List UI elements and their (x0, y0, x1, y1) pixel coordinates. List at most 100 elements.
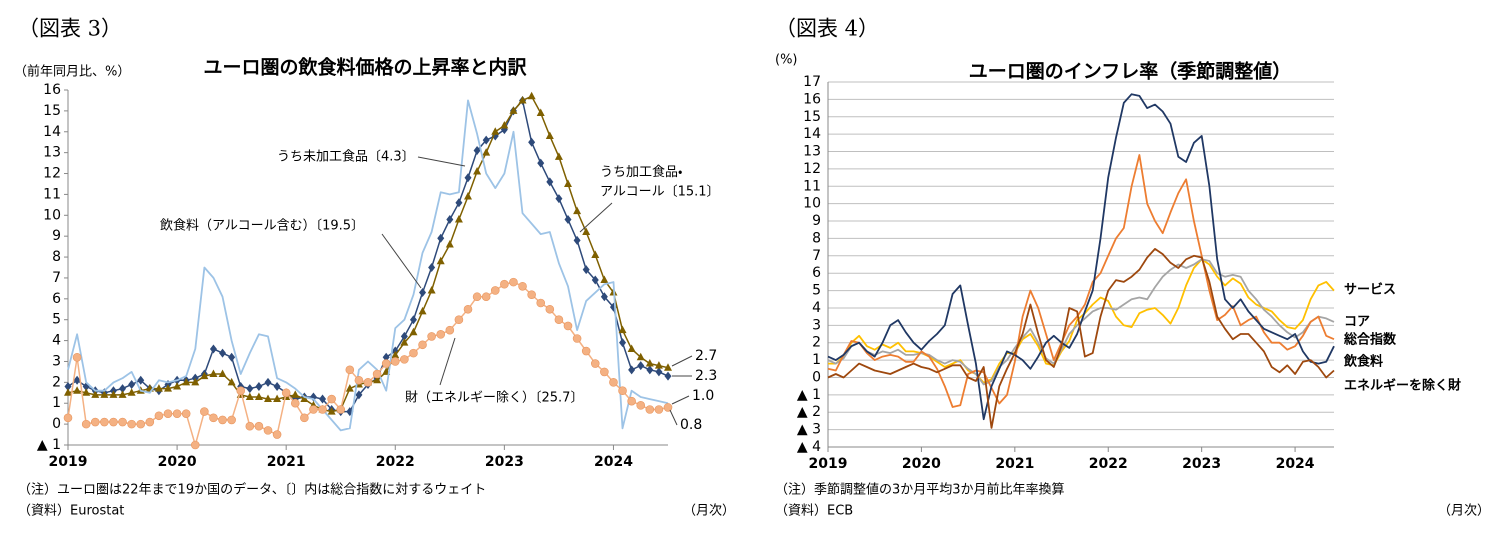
marker (154, 411, 164, 421)
series-callout: 財（エネルギー除く）〔25.7〕 (405, 391, 583, 406)
y-tick-label: 13 (803, 144, 821, 160)
marker (272, 430, 282, 439)
y-tick-label: 9 (52, 228, 61, 244)
marker (336, 405, 346, 414)
x-tick-label: 2021 (267, 454, 306, 470)
y-tick-label: 7 (52, 270, 61, 286)
end-label: 0.8 (680, 417, 702, 433)
marker (373, 375, 382, 384)
figure-label: （図表 3） (18, 17, 122, 41)
marker (119, 384, 127, 394)
marker (345, 384, 354, 392)
marker (82, 388, 91, 396)
marker (564, 179, 572, 187)
y-tick-label: 8 (52, 249, 61, 265)
y-tick-label: 4 (52, 333, 61, 349)
marker (209, 369, 218, 377)
y-tick-label: 12 (803, 161, 821, 177)
y-tick-label: 14 (803, 126, 821, 142)
marker (473, 166, 482, 175)
marker (173, 382, 182, 390)
y-tick-label: 10 (803, 196, 821, 212)
marker (318, 405, 327, 414)
marker (382, 352, 390, 362)
series-line (827, 248, 1335, 429)
y-tick-label: 16 (43, 82, 61, 98)
legend-label: エネルギーを除く財 (1344, 378, 1461, 394)
marker (327, 407, 336, 415)
marker (254, 421, 264, 431)
marker (245, 392, 254, 400)
marker (109, 390, 118, 398)
marker (291, 390, 300, 398)
marker (646, 365, 654, 375)
marker (100, 417, 109, 427)
y-tick-label: 0 (52, 416, 61, 432)
y-tick-label: 0 (812, 369, 821, 385)
y-tick-label: 8 (812, 230, 821, 246)
x-unit: （月次） (1438, 504, 1490, 519)
y-tick-label: 3 (812, 317, 821, 333)
marker (472, 292, 482, 302)
marker (446, 214, 454, 224)
y-tick-label: 1 (812, 352, 821, 368)
y-tick-label: 5 (812, 283, 821, 299)
y-tick-label: 15 (803, 109, 821, 125)
y-axis-label: (%) (775, 53, 798, 68)
legend-label: コア (1344, 315, 1370, 330)
callout-line (381, 233, 422, 289)
marker (554, 315, 564, 325)
marker (409, 348, 418, 358)
legend-label: 飲食料 (1343, 354, 1383, 370)
marker (200, 407, 209, 416)
y-tick-label: 5 (52, 312, 61, 328)
y-tick-label: 16 (803, 91, 821, 107)
marker (591, 250, 600, 258)
y-tick-label: ▲ 4 (797, 439, 821, 455)
marker (419, 288, 427, 298)
marker (581, 346, 591, 356)
y-tick-label: 2 (812, 335, 821, 351)
series-line (828, 258, 1335, 384)
marker (136, 419, 146, 429)
marker (263, 426, 273, 435)
marker (91, 390, 100, 398)
marker (63, 413, 73, 423)
marker (554, 152, 563, 160)
marker (445, 240, 454, 248)
marker (182, 377, 191, 386)
x-tick-label: 2020 (158, 454, 197, 470)
marker (227, 377, 236, 386)
callout-line (417, 156, 466, 167)
marker (418, 340, 427, 350)
x-tick-label: 2021 (995, 456, 1034, 472)
series-callout: 飲食料（アルコール含む）〔19.5〕 (160, 219, 364, 234)
end-label: 2.3 (695, 368, 717, 384)
legend-label: サービス (1344, 282, 1396, 298)
marker (355, 390, 363, 400)
y-tick-label: 9 (812, 213, 821, 229)
marker (400, 331, 408, 341)
marker (600, 367, 609, 377)
marker (500, 121, 509, 129)
y-tick-label: ▲ 3 (797, 422, 821, 438)
marker (409, 315, 417, 325)
marker (100, 390, 109, 398)
marker (400, 338, 409, 346)
marker (536, 108, 545, 116)
marker (127, 419, 136, 429)
marker (619, 338, 627, 348)
marker (228, 352, 236, 362)
y-tick-label: 17 (803, 74, 821, 90)
callout-line (439, 337, 456, 386)
marker (118, 390, 127, 398)
y-tick-label: ▲ 1 (37, 437, 61, 453)
marker (481, 292, 491, 302)
y-tick-label: 4 (812, 300, 821, 316)
marker (227, 415, 236, 425)
marker (590, 359, 600, 368)
marker (200, 371, 209, 380)
y-tick-label: 7 (812, 248, 821, 264)
marker (72, 352, 82, 362)
marker (645, 405, 655, 414)
